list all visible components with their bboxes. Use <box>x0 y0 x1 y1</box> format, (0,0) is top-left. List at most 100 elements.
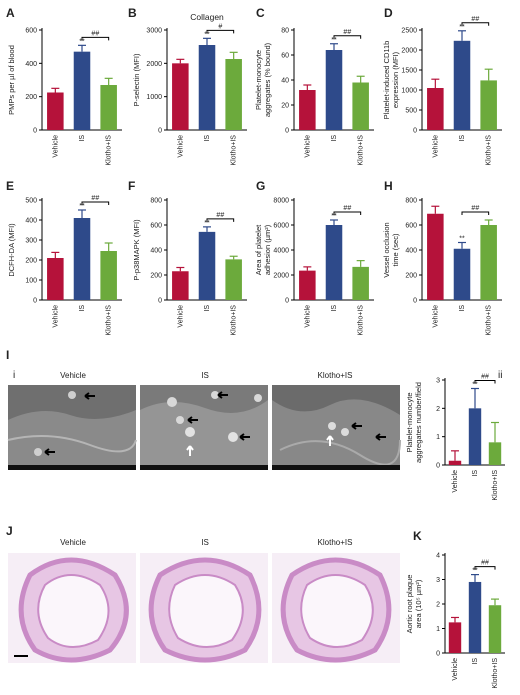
category-label-b-0: Vehicle <box>177 135 184 158</box>
sig-bracket-label-b: # <box>218 23 222 30</box>
panel-label-a: A <box>6 6 15 20</box>
y-axis-label-e: DCFH-DA (MFI) <box>7 223 16 277</box>
bar-d-0 <box>427 88 444 130</box>
y-tick-label-k: 4 <box>436 553 440 560</box>
y-tick-label-a: 0 <box>33 128 37 135</box>
category-label-h-0: Vehicle <box>432 305 439 328</box>
category-label-f-0: Vehicle <box>177 305 184 328</box>
y-tick-label-h: 200 <box>405 273 417 280</box>
panel-label-g: G <box>256 179 265 193</box>
panel-label-i: I <box>6 348 9 362</box>
y-axis-label-k: area (10⁵ µm²) <box>414 579 423 628</box>
category-label-iii-1: IS <box>472 470 479 477</box>
category-label-d-0: Vehicle <box>432 135 439 158</box>
y-tick-label-g: 8000 <box>273 198 289 205</box>
y-tick-label-c: 0 <box>285 128 289 135</box>
y-tick-label-d: 500 <box>405 108 417 115</box>
y-tick-label-k: 0 <box>436 651 440 658</box>
sem-image-is <box>140 385 268 470</box>
chart-c: C 0 20 40 60 80 Platelet-monocyte aggregates (%… <box>254 6 374 166</box>
bar-iii-1 <box>468 408 482 465</box>
sig-star-iii: ** <box>472 382 478 389</box>
bar-f-1 <box>198 231 216 300</box>
panel-label-c: C <box>256 6 265 20</box>
category-label-k-2: Klotho+IS <box>492 658 499 689</box>
sig-bracket-d <box>461 22 490 26</box>
chart-g: G 0 2000 4000 6000 8000 Area of platelet adhesi… <box>254 179 374 336</box>
category-label-iii-0: Vehicle <box>452 470 459 493</box>
sig-bracket-iii <box>474 380 496 384</box>
y-tick-label-iii: 0 <box>436 463 440 470</box>
category-label-e-2: Klotho+IS <box>106 305 113 336</box>
bar-d-1 <box>453 40 471 130</box>
chart-f: F 0 200 400 600 800 P-p38MAPK (MFI) Vehicle IS Kl… <box>128 179 247 336</box>
category-label-a-0: Vehicle <box>52 135 59 158</box>
bar-e-2 <box>100 251 117 300</box>
sig-bracket-e <box>81 201 110 205</box>
category-label-h-2: Klotho+IS <box>486 305 493 336</box>
y-tick-label-d: 2000 <box>401 48 417 55</box>
y-tick-label-e: 200 <box>25 258 37 265</box>
bar-h-0 <box>427 213 444 300</box>
bar-a-1 <box>73 51 91 130</box>
y-tick-label-h: 600 <box>405 223 417 230</box>
panel-j-images: J Vehicle IS Klotho+IS <box>6 524 400 663</box>
sig-bracket-g <box>333 211 362 215</box>
histology-image-klotho <box>272 553 400 663</box>
y-axis-label-a: PMPs per µl of blood <box>7 45 16 115</box>
sig-bracket-label-k: ## <box>481 560 489 567</box>
category-label-e-1: IS <box>79 305 86 312</box>
y-tick-label-g: 4000 <box>273 248 289 255</box>
sig-bracket-label-h: ## <box>471 205 479 212</box>
bar-k-1 <box>468 581 482 653</box>
y-tick-label-c: 80 <box>281 28 289 35</box>
sig-bracket-label-d: ## <box>471 16 479 23</box>
category-label-g-2: Klotho+IS <box>358 305 365 336</box>
panel-label-k: K <box>413 529 422 543</box>
y-tick-label-d: 1500 <box>401 68 417 75</box>
sig-bracket-label-a: ## <box>91 30 99 37</box>
y-axis-label-g: Area of platelet <box>254 224 263 275</box>
category-label-c-1: IS <box>331 135 338 142</box>
bar-c-2 <box>352 82 369 130</box>
y-tick-label-e: 0 <box>33 298 37 305</box>
y-tick-label-g: 6000 <box>273 223 289 230</box>
y-tick-label-e: 300 <box>25 238 37 245</box>
chart-e: E 0 100 200 300 400 500 DCFH-DA (MFI) Vehicle IS K… <box>6 179 122 336</box>
sig-star-d: ** <box>459 24 465 31</box>
sig-bracket-a <box>81 36 110 41</box>
y-axis-label-h: Vessel occlusion <box>382 222 391 277</box>
sig-bracket-f <box>206 218 235 222</box>
sublabel-ii: ii <box>498 370 502 381</box>
y-tick-label-f: 800 <box>150 198 162 205</box>
sig-star-k: ** <box>472 568 478 575</box>
sem-image-vehicle <box>7 385 137 470</box>
bar-c-0 <box>299 90 316 130</box>
y-axis-label-g: adhesion (µm²) <box>263 224 272 275</box>
y-tick-label-iii: 2 <box>436 406 440 413</box>
category-label-k-0: Vehicle <box>452 658 459 681</box>
bar-f-0 <box>172 271 189 300</box>
y-tick-label-g: 0 <box>285 298 289 305</box>
category-label-e-0: Vehicle <box>52 305 59 328</box>
caption-i-vehicle: Vehicle <box>60 371 86 380</box>
bar-f-2 <box>225 259 242 300</box>
sig-star-a: ** <box>79 38 85 45</box>
category-label-b-2: Klotho+IS <box>231 135 238 166</box>
sig-bracket-label-e: ## <box>91 195 99 202</box>
y-tick-label-h: 800 <box>405 198 417 205</box>
sublabel-i: i <box>13 370 15 381</box>
chart-h: H 0 200 400 600 800 Vessel occlusion time (sec)… <box>382 179 502 336</box>
y-tick-label-f: 600 <box>150 223 162 230</box>
chart-b: B Collagen 0 1000 2000 3000 P-selectin (MFI) Ve… <box>128 6 247 166</box>
category-label-f-2: Klotho+IS <box>231 305 238 336</box>
panel-label-j: J <box>6 524 13 538</box>
y-tick-label-e: 100 <box>25 278 37 285</box>
category-label-c-0: Vehicle <box>304 135 311 158</box>
panel-label-h: H <box>384 179 393 193</box>
category-label-g-1: IS <box>331 305 338 312</box>
y-tick-label-b: 2000 <box>146 61 162 68</box>
sig-bracket-k <box>474 566 496 570</box>
category-label-iii-2: Klotho+IS <box>492 470 499 501</box>
category-label-g-0: Vehicle <box>304 305 311 328</box>
